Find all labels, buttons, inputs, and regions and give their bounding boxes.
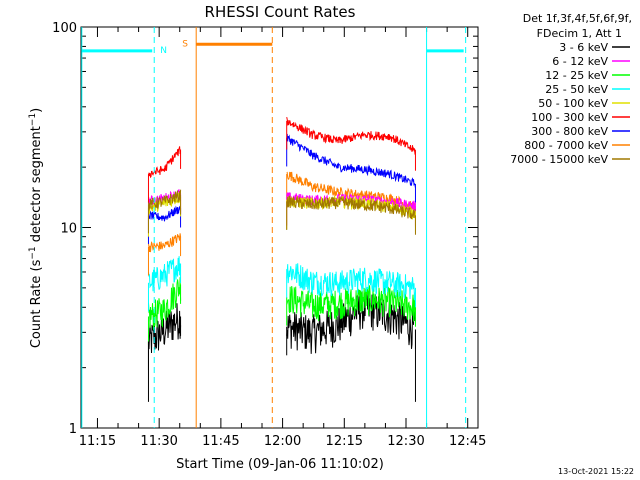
x-tick-label: 11:15 <box>79 434 116 449</box>
legend-entry-6: 300 - 800 keV <box>531 125 608 138</box>
y-tick-label: 100 <box>52 21 77 36</box>
series-7-segment-2 <box>286 171 416 213</box>
series-4-segment-1 <box>148 192 182 214</box>
footer-timestamp: 13-Oct-2021 15:22 <box>558 467 634 476</box>
series-3-segment-2 <box>286 263 416 301</box>
series-7-segment-1 <box>148 233 182 253</box>
legend-entry-8: 7000 - 15000 keV <box>510 153 608 166</box>
y-axis-label: Count Rate (s−1 detector segment−1) <box>28 108 44 348</box>
legend-entry-4: 50 - 100 keV <box>538 97 608 110</box>
x-tick-label: 12:15 <box>326 434 363 449</box>
saa-label: S <box>182 39 188 49</box>
legend-entry-1: 6 - 12 keV <box>552 55 608 68</box>
legend-entry-3: 25 - 50 keV <box>545 83 608 96</box>
series-3-segment-1 <box>148 256 182 292</box>
series-2-segment-1 <box>148 277 182 330</box>
legend-title-1: Det 1f,3f,4f,5f,6f,9f, <box>523 12 632 25</box>
legend-entry-7: 800 - 7000 keV <box>524 139 608 152</box>
series-5-segment-2 <box>286 116 416 155</box>
series-5-segment-1 <box>148 146 182 179</box>
x-tick-label: 11:45 <box>202 434 239 449</box>
series-6-segment-2 <box>286 133 416 189</box>
x-tick-label: 12:45 <box>449 434 486 449</box>
legend-entry-5: 100 - 300 keV <box>531 111 608 124</box>
plot-area <box>80 26 479 429</box>
x-axis-label: Start Time (09-Jan-06 11:10:02) <box>176 457 384 472</box>
series-1-segment-2 <box>286 192 416 212</box>
legend-entry-0: 3 - 6 keV <box>559 41 608 54</box>
series-6-segment-1 <box>148 205 182 222</box>
x-tick-label: 12:30 <box>387 434 424 449</box>
y-tick-label: 10 <box>60 222 77 237</box>
legend: Det 1f,3f,4f,5f,6f,9f, FDecim 1, Att 1 3… <box>510 12 632 166</box>
y-tick-label: 1 <box>69 422 77 437</box>
legend-entry-2: 12 - 25 keV <box>545 69 608 82</box>
legend-title-2: FDecim 1, Att 1 <box>537 27 622 40</box>
night-label: N <box>160 46 167 56</box>
chart-title: RHESSI Count Rates <box>205 3 356 21</box>
plot-frame <box>80 26 479 429</box>
x-tick-label: 12:00 <box>264 434 301 449</box>
x-tick-label: 11:30 <box>140 434 177 449</box>
series-8-segment-2 <box>286 195 416 220</box>
